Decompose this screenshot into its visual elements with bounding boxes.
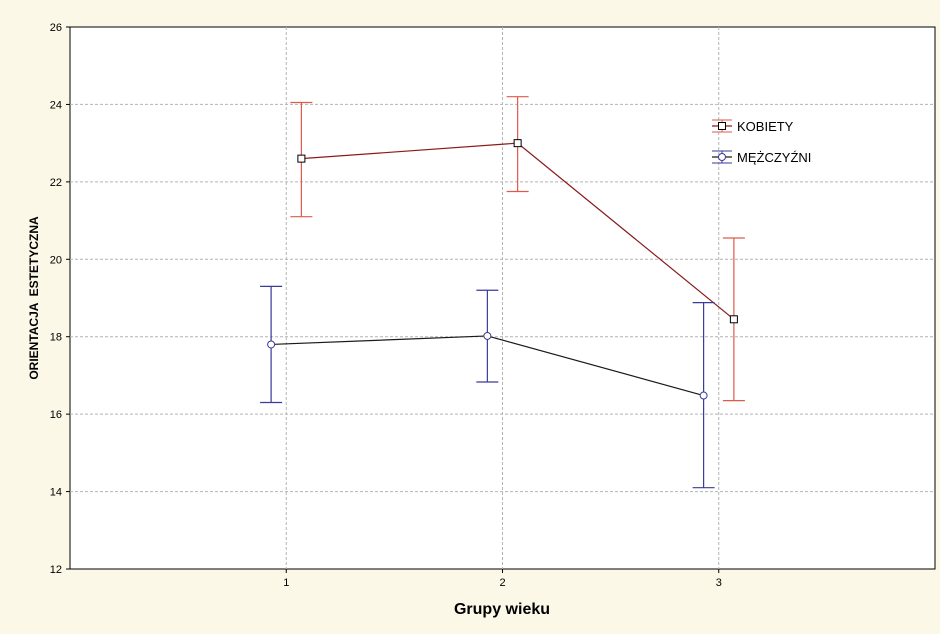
y-tick-label: 18 xyxy=(50,332,62,344)
y-tick-label: 26 xyxy=(50,22,62,34)
x-axis-title: Grupy wieku xyxy=(454,601,550,618)
grid-lines xyxy=(70,27,935,569)
y-tick-label: 14 xyxy=(50,487,62,499)
x-tick-label: 2 xyxy=(499,577,505,589)
legend-label: KOBIETY xyxy=(737,119,794,134)
legend: KOBIETY MĘŻCZYŹNI xyxy=(712,119,811,165)
series-0 xyxy=(290,96,745,402)
y-tick-label: 24 xyxy=(50,99,62,111)
legend-entry-1: MĘŻCZYŹNI xyxy=(712,150,811,165)
data-point-circle xyxy=(699,391,708,400)
data-point-circle xyxy=(267,340,276,349)
legend-label: MĘŻCZYŹNI xyxy=(737,150,811,165)
data-point-square xyxy=(729,315,738,324)
legend-marker-circle xyxy=(718,153,726,161)
y-tick-label: 16 xyxy=(50,409,62,421)
data-point-circle xyxy=(483,331,492,340)
legend-entry-0: KOBIETY xyxy=(712,119,794,134)
data-point-square xyxy=(297,154,306,163)
y-axis-title: ORIENTACJA ESTETYCZNA xyxy=(27,216,41,380)
y-tick-label: 20 xyxy=(50,254,62,266)
series xyxy=(260,96,745,489)
x-tick-label: 3 xyxy=(716,577,722,589)
y-tick-label: 22 xyxy=(50,177,62,189)
y-tick-label: 12 xyxy=(50,564,62,576)
data-point-square xyxy=(513,139,522,148)
series-1 xyxy=(260,285,715,489)
legend-marker-square xyxy=(718,122,726,130)
x-tick-label: 1 xyxy=(283,577,289,589)
